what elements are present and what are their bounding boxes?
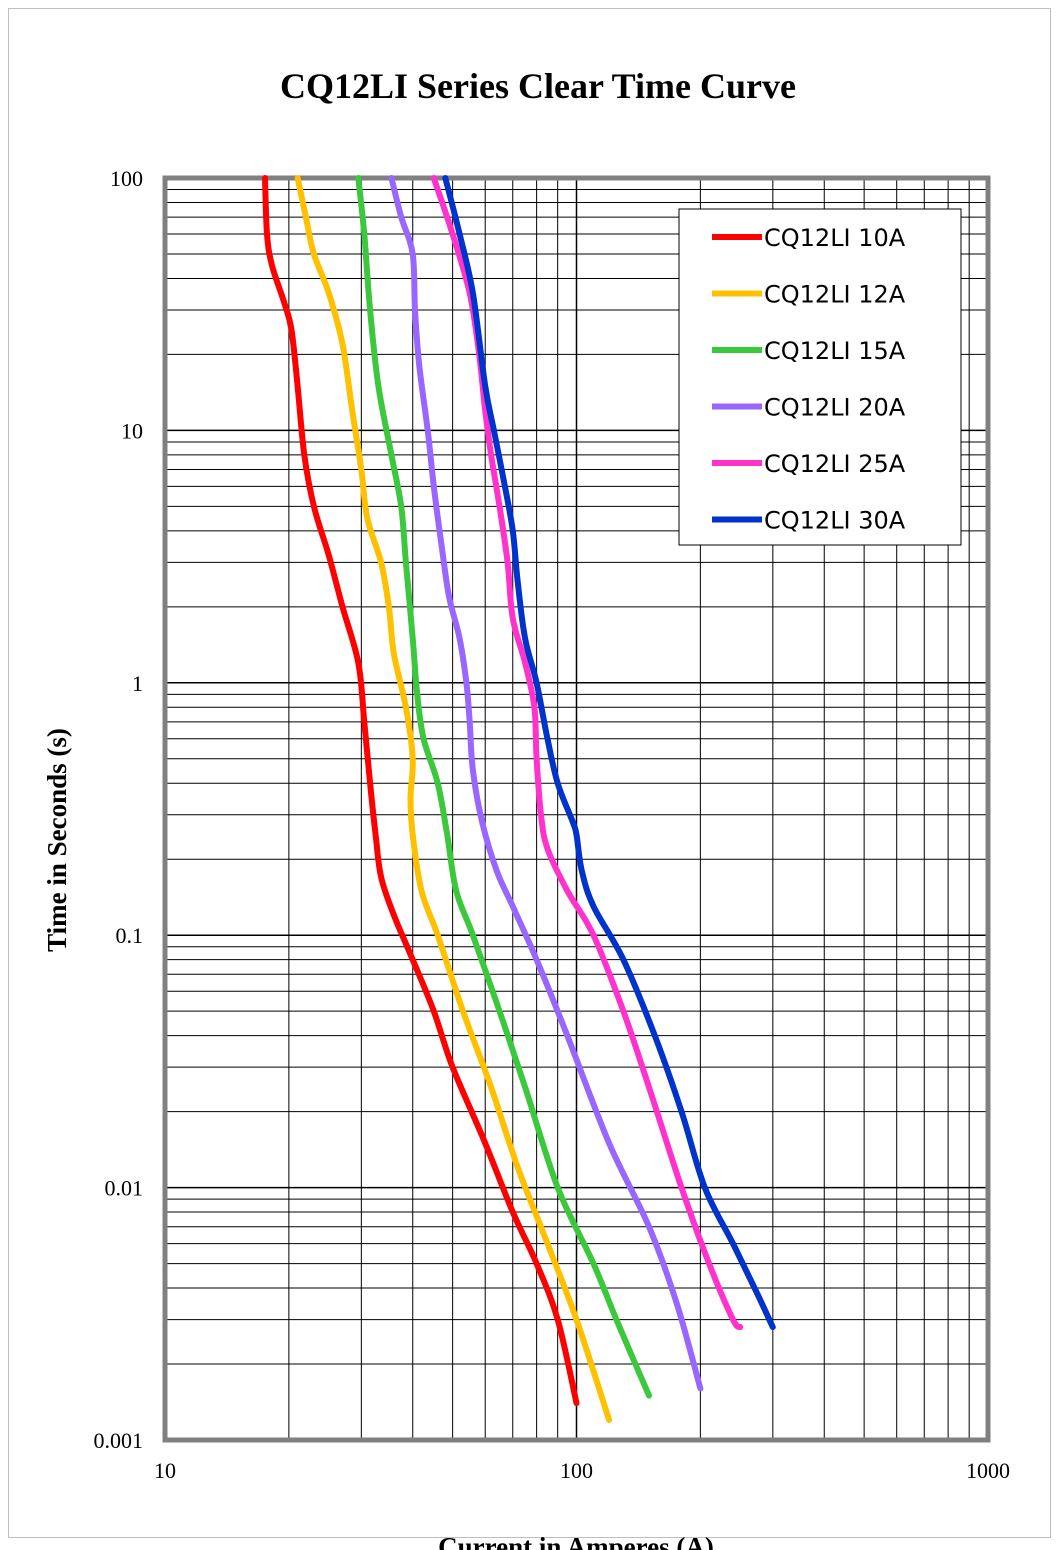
series-line-6 <box>442 175 776 1331</box>
series-line-4 <box>388 175 704 1392</box>
legend-label: CQ12LI 30A <box>764 507 906 535</box>
series-line-1 <box>262 175 580 1407</box>
y-tick-label: 0.1 <box>116 923 144 948</box>
legend-label: CQ12LI 25A <box>764 450 906 478</box>
y-tick-label: 10 <box>121 418 143 443</box>
series-line-2 <box>294 175 613 1423</box>
series-line-3 <box>355 175 652 1399</box>
y-tick-label: 100 <box>110 166 143 191</box>
y-tick-label: 0.001 <box>94 1428 144 1453</box>
y-tick-label: 1 <box>132 671 143 696</box>
x-tick-label: 100 <box>560 1458 593 1483</box>
legend-label: CQ12LI 12A <box>764 281 906 309</box>
legend: CQ12LI 10A CQ12LI 12A CQ12LI 15A CQ12LI 20A… <box>678 208 962 546</box>
x-axis-label: Current in Amperes (A) <box>438 1532 714 1550</box>
x-tick-label: 10 <box>154 1458 176 1483</box>
series-lines <box>262 175 776 1423</box>
legend-box <box>678 208 962 546</box>
x-tick-labels: 10 100 1000 <box>154 1458 1010 1483</box>
y-tick-label: 0.01 <box>105 1176 144 1201</box>
y-axis-label: Time in Seconds (s) <box>42 728 72 952</box>
legend-label: CQ12LI 10A <box>764 224 906 252</box>
y-tick-labels: 100 10 1 0.1 0.01 0.001 <box>94 166 144 1453</box>
legend-label: CQ12LI 15A <box>764 337 906 365</box>
plot-area-border <box>162 175 991 1443</box>
x-tick-label: 1000 <box>966 1458 1010 1483</box>
legend-label: CQ12LI 20A <box>764 394 906 422</box>
chart-frame <box>8 8 1051 1538</box>
chart-title: CQ12LI Series Clear Time Curve <box>280 66 796 106</box>
